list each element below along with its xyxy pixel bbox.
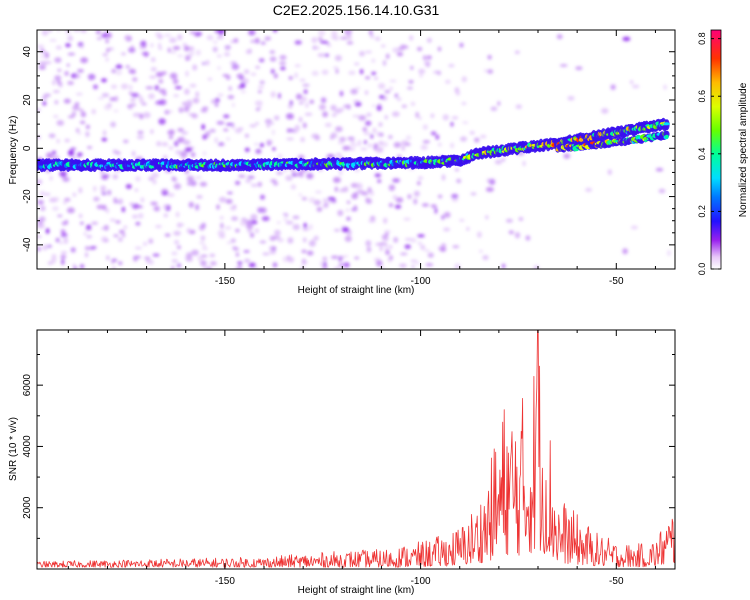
- colorbar-gradient: [710, 29, 722, 270]
- spectrogram-x-ticks: -150 -100 -50: [67, 30, 656, 287]
- spectrogram-panel: -150 -100 -50 -40 -20 0 20 40 Height of straig…: [8, 29, 676, 296]
- spectrogram-ridge: [37, 117, 670, 173]
- colorbar-ticks: 0.0 0.2 0.4 0.6 0.8: [697, 32, 721, 275]
- spectrogram-image: [37, 30, 671, 269]
- snr-x-ticks: -150 -100 -50: [67, 330, 656, 587]
- y-tick-label: 6000: [22, 374, 33, 397]
- spectrogram-y-ticks: -40 -20 0 20 40: [22, 46, 675, 252]
- y-tick-label: 20: [22, 94, 33, 106]
- colorbar-tick-label: 0.2: [697, 205, 707, 218]
- spectrogram-y-axis-label: Frequency (Hz): [8, 116, 19, 185]
- snr-frame: [36, 329, 676, 570]
- x-tick-label: -50: [609, 276, 624, 287]
- spectrogram-noise: [37, 30, 671, 269]
- spectrogram-frame: [36, 29, 676, 270]
- snr-panel: -150 -100 -50 2000 4000 6000 Height of strai…: [8, 329, 676, 596]
- colorbar-tick-label: 0.4: [697, 148, 707, 161]
- x-tick-label: -100: [411, 276, 431, 287]
- snr-y-ticks: 2000 4000 6000: [22, 354, 675, 539]
- x-tick-label: -150: [215, 576, 235, 587]
- spectrogram-x-axis-label: Height of straight line (km): [298, 285, 415, 296]
- colorbar: 0.0 0.2 0.4 0.6 0.8 Normalized spectral ampl…: [697, 29, 749, 275]
- y-tick-label: 4000: [22, 435, 33, 458]
- y-tick-label: 2000: [22, 496, 33, 519]
- y-tick-label: -40: [22, 237, 33, 252]
- snr-series-line: [37, 330, 675, 568]
- x-tick-label: -100: [411, 576, 431, 587]
- snr-y-axis-label: SNR (10 * v/v): [8, 417, 19, 481]
- snr-x-axis-label: Height of straight line (km): [298, 585, 415, 596]
- colorbar-tick-label: 0.8: [697, 32, 707, 45]
- y-tick-label: 0: [22, 145, 33, 151]
- colorbar-tick-label: 0.0: [697, 263, 707, 276]
- x-tick-label: -50: [609, 576, 624, 587]
- y-tick-label: -20: [22, 189, 33, 204]
- colorbar-label: Normalized spectral amplitude: [738, 82, 749, 217]
- colorbar-tick-label: 0.6: [697, 90, 707, 103]
- y-tick-label: 40: [22, 46, 33, 58]
- figure-title: C2E2.2025.156.14.10.G31: [273, 2, 440, 18]
- x-tick-label: -150: [215, 276, 235, 287]
